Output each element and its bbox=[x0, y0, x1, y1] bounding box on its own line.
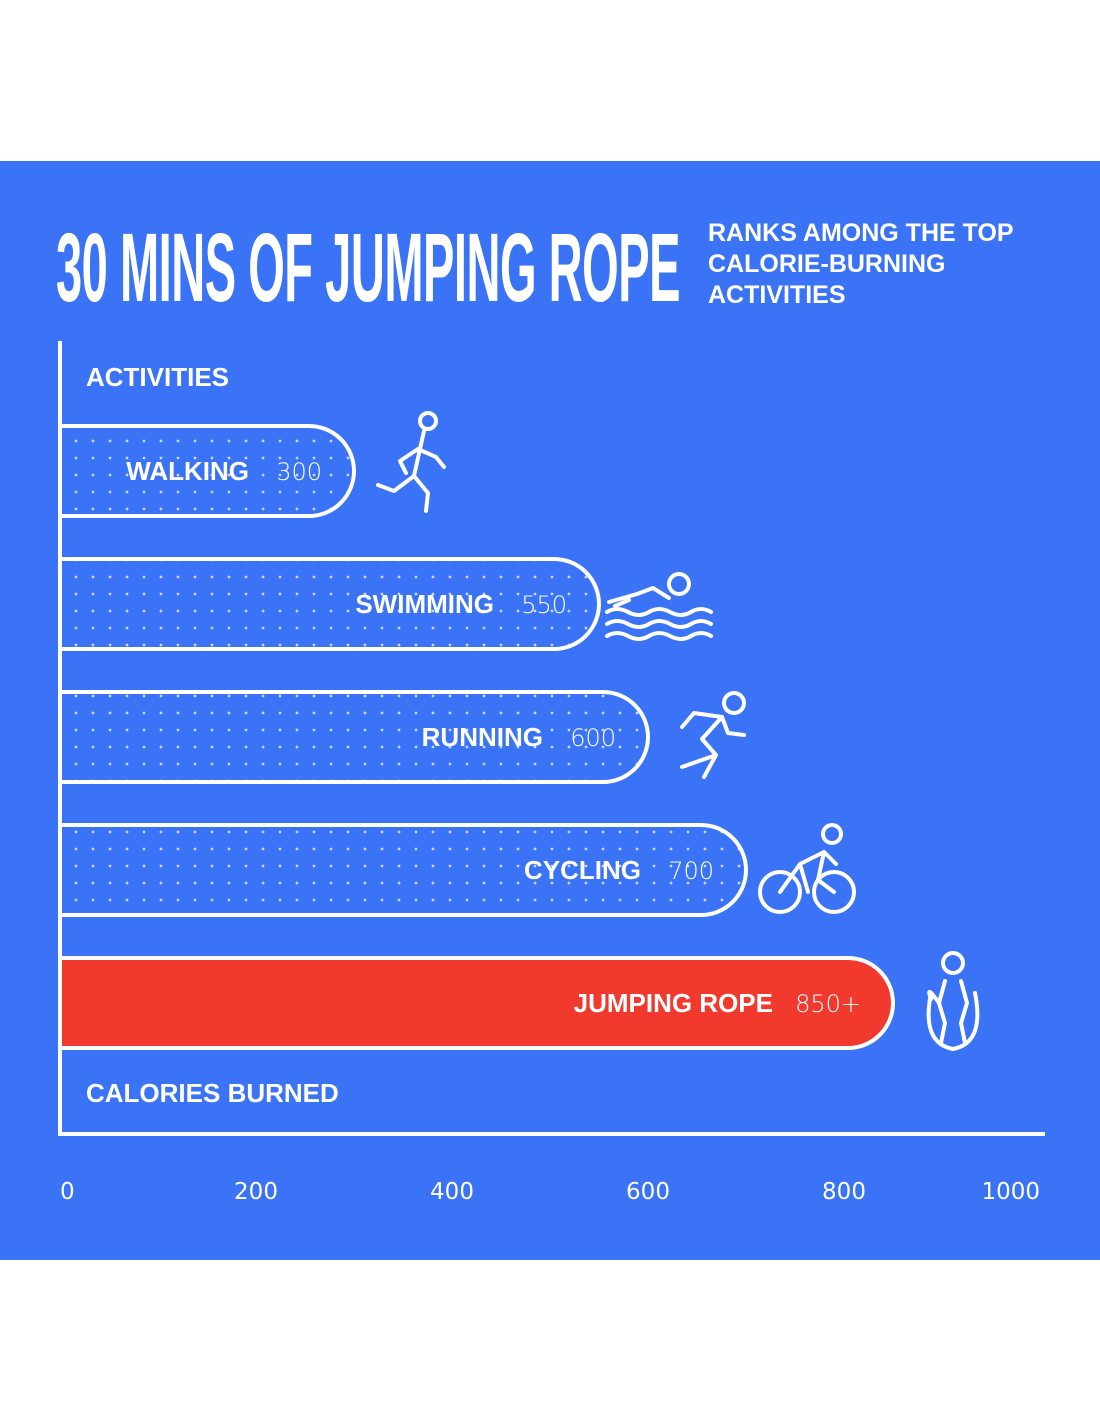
page-subtitle: RANKS AMONG THE TOP CALORIE-BURNING ACTI… bbox=[708, 219, 1014, 309]
bar-cycling: 700 CYCLING bbox=[60, 823, 748, 917]
bar-outline bbox=[60, 690, 650, 784]
walking-icon bbox=[376, 411, 446, 513]
bar-swimming: 550 SWIMMING bbox=[60, 557, 601, 651]
y-axis-title: ACTIVITIES bbox=[86, 362, 229, 392]
bar-walking: 300 WALKING bbox=[60, 424, 356, 518]
bar-running: 600 RUNNING bbox=[60, 690, 650, 784]
bar-value-label: 600 bbox=[570, 724, 616, 752]
x-tick-label: 1000 bbox=[981, 1179, 1040, 1205]
bar-outline bbox=[60, 424, 356, 518]
calories-bar-chart: 300 WALKING 550 SWIMMING 600 RUNNING 700 CYCLIN… bbox=[58, 341, 1045, 1205]
infographic-panel: 30 MINS OF JUMPING ROPE RANKS AMONG THE … bbox=[0, 161, 1100, 1260]
swimming-icon bbox=[605, 572, 713, 641]
running-icon bbox=[680, 691, 746, 779]
bar-value-label: 550 bbox=[521, 591, 567, 619]
bar-fill bbox=[60, 692, 648, 782]
jumping-rope-icon bbox=[926, 951, 980, 1051]
bar-category-label: RUNNING bbox=[422, 722, 543, 752]
bar-fill bbox=[60, 559, 599, 649]
bar-outline bbox=[60, 557, 601, 651]
x-tick-label: 0 bbox=[60, 1179, 75, 1205]
page-title: 30 MINS OF JUMPING ROPE bbox=[56, 213, 681, 322]
bar-category-label: CYCLING bbox=[524, 855, 641, 885]
bar-category-label: WALKING bbox=[126, 456, 249, 486]
bar-value-label: 850+ bbox=[795, 990, 861, 1018]
bar-fill bbox=[60, 426, 354, 516]
bar-outline bbox=[60, 823, 748, 917]
x-tick-label: 800 bbox=[822, 1179, 866, 1205]
x-axis-title: CALORIES BURNED bbox=[86, 1078, 339, 1108]
x-tick-label: 400 bbox=[430, 1179, 474, 1205]
cycling-icon bbox=[758, 823, 856, 914]
x-tick-label: 600 bbox=[626, 1179, 670, 1205]
bar-value-label: 700 bbox=[668, 857, 714, 885]
bar-value-label: 300 bbox=[276, 458, 322, 486]
x-tick-label: 200 bbox=[234, 1179, 278, 1205]
bar-category-label: JUMPING ROPE bbox=[574, 988, 773, 1018]
bar-fill bbox=[60, 825, 746, 915]
bar-jumping-rope: 850+ JUMPING ROPE bbox=[58, 956, 895, 1050]
bar-fill bbox=[58, 956, 895, 1050]
bar-category-label: SWIMMING bbox=[355, 589, 494, 619]
